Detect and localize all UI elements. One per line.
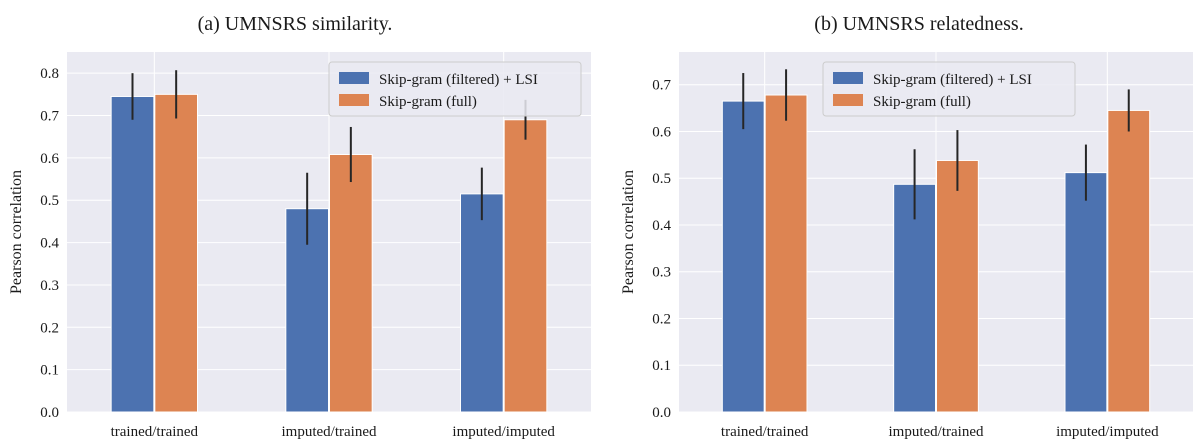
y-tick-label: 0.5 [40, 193, 59, 209]
legend-entry: Skip-gram (filtered) + LSI [873, 72, 1032, 88]
y-axis-label: Pearson correlation [620, 170, 637, 294]
legend: Skip-gram (filtered) + LSI Skip-gram (ful… [328, 61, 582, 117]
y-tick-label: 0.0 [652, 405, 671, 421]
y-tick-label: 0.6 [40, 151, 59, 167]
chart-title: (a) UMNSRS similarity. [198, 13, 393, 35]
x-tick-label: imputed/imputed [1056, 424, 1159, 440]
y-tick-label: 0.8 [40, 66, 59, 82]
x-tick-label: imputed/imputed [452, 424, 555, 440]
y-tick-label: 0.6 [652, 124, 671, 140]
y-tick-label: 0.1 [652, 358, 671, 374]
y-tick-label: 0.4 [652, 218, 671, 234]
bar-filtered [1064, 172, 1108, 413]
legend-entry: Skip-gram (filtered) + LSI [379, 72, 538, 88]
bar-filtered [285, 208, 330, 413]
x-tick-label: imputed/trained [282, 424, 377, 440]
legend-swatch [339, 94, 369, 106]
y-tick-label: 0.2 [40, 320, 59, 336]
y-axis-label: Pearson correlation [8, 170, 25, 294]
y-tick-label: 0.0 [40, 405, 59, 421]
y-tick-label: 0.3 [40, 278, 59, 294]
bar-full [154, 93, 198, 413]
bar-filtered [110, 95, 155, 413]
bar-full [936, 159, 979, 413]
bar-full [329, 153, 373, 413]
x-tick-label: imputed/trained [889, 424, 984, 440]
y-tick-label: 0.7 [40, 109, 59, 125]
legend-entry: Skip-gram (full) [873, 94, 971, 110]
x-tick-label: trained/trained [111, 424, 199, 440]
y-tick-label: 0.4 [40, 236, 59, 252]
bar-filtered [721, 100, 765, 413]
legend-swatch [833, 72, 863, 84]
y-tick-label: 0.3 [652, 265, 671, 281]
x-tick-label: trained/trained [721, 424, 809, 440]
chart-title: (b) UMNSRS relatedness. [814, 13, 1023, 35]
legend-entry: Skip-gram (full) [379, 94, 477, 110]
legend-box [822, 61, 1076, 117]
bar-full [764, 94, 808, 413]
bar-full [503, 119, 548, 413]
y-tick-label: 0.2 [652, 311, 671, 327]
y-tick-label: 0.5 [652, 171, 671, 187]
bar-filtered [460, 193, 504, 413]
chart-relatedness: (b) UMNSRS relatedness. 0.0 0.1 0.2 0.3 0.4 0.… [620, 13, 1193, 440]
legend-swatch [833, 94, 863, 106]
bar-full [1107, 109, 1151, 413]
legend-swatch [339, 72, 369, 84]
y-tick-label: 0.1 [40, 363, 59, 379]
legend-box [328, 61, 582, 117]
bar-filtered [893, 183, 936, 413]
y-tick-label: 0.7 [652, 78, 671, 94]
chart-similarity: (a) UMNSRS similarity. 0.0 0.1 0.2 0.3 0.4 0.5… [8, 13, 591, 440]
legend: Skip-gram (filtered) + LSI Skip-gram (ful… [822, 61, 1076, 117]
